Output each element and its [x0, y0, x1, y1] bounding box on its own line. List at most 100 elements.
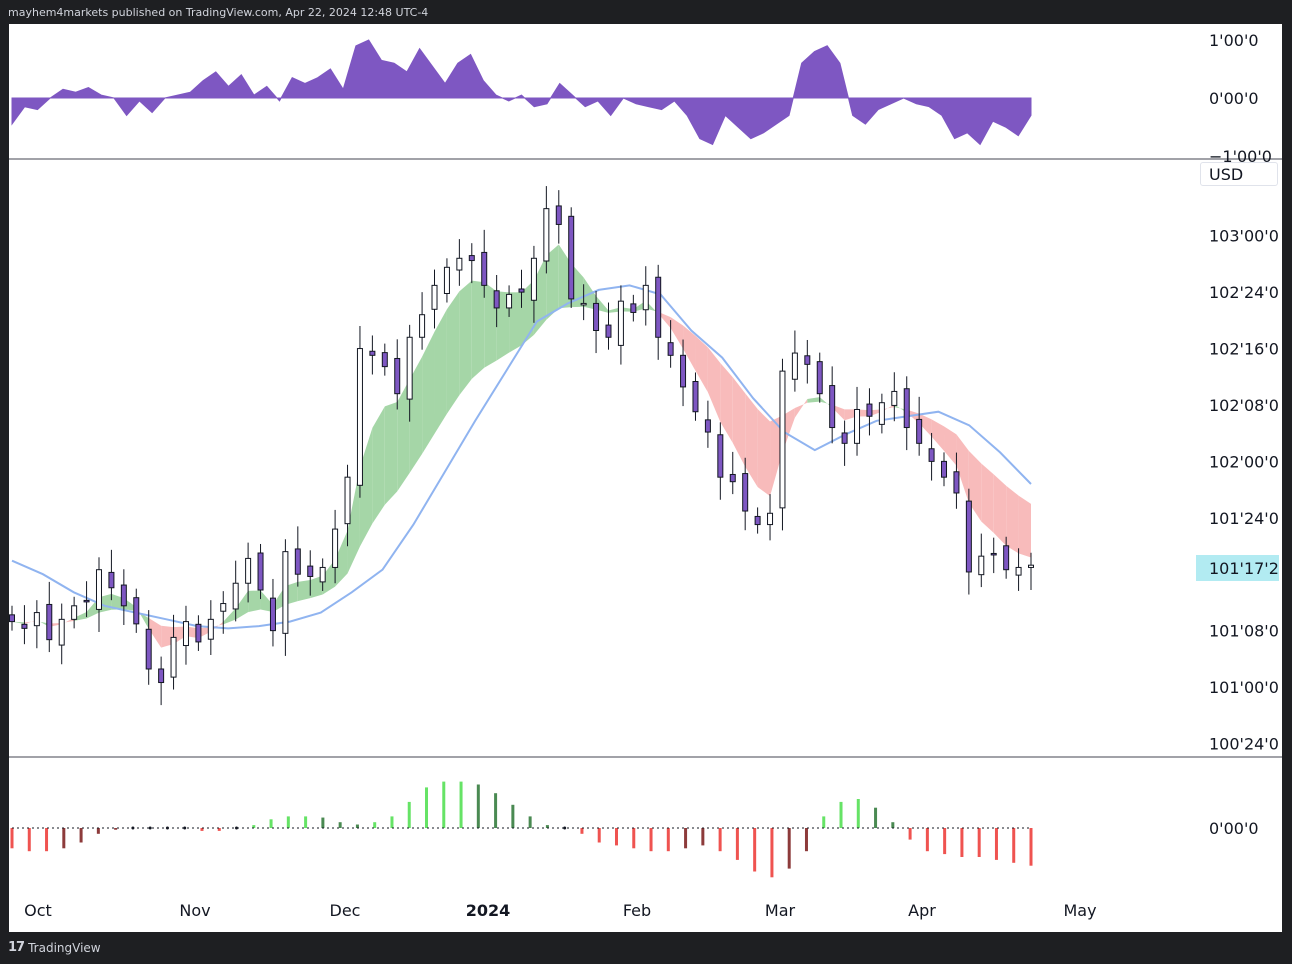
ribbon-segment [285, 581, 298, 605]
histogram-bar [874, 807, 878, 828]
candle-body [779, 370, 786, 509]
publish-header: mayhem4markets published on TradingView.… [8, 6, 429, 19]
ribbon-segment [484, 282, 497, 368]
ribbon-segment [720, 362, 733, 443]
histogram-bar [994, 828, 998, 860]
histogram-bar [804, 828, 808, 852]
candle-body [133, 597, 140, 625]
candle-body [580, 302, 587, 306]
price-axis-tick: 102'24'0 [1209, 283, 1279, 302]
candle-body [1015, 566, 1022, 576]
ribbon-segment [248, 590, 261, 613]
ribbon-segment [148, 617, 162, 648]
histogram-bar [62, 828, 66, 849]
time-axis-label: 2024 [466, 901, 511, 920]
histogram-bar [684, 828, 688, 849]
histogram-dot [235, 826, 239, 830]
candle-body [269, 597, 276, 632]
histogram-bar [735, 828, 739, 860]
chart-frame [9, 24, 1282, 932]
histogram-bar [338, 822, 342, 828]
ribbon-segment [981, 463, 994, 533]
histogram-bar [321, 817, 325, 828]
histogram-bar [217, 828, 221, 831]
candle-body [120, 584, 127, 607]
ribbon-segment [111, 593, 124, 610]
tradingview-footer[interactable]: 17 TradingView [8, 940, 101, 955]
price-axis-tick: 101'00'0 [1209, 678, 1279, 697]
time-axis-label: Oct [24, 901, 52, 920]
histogram-bar [666, 828, 670, 852]
ribbon-segment [832, 404, 845, 421]
candle-body [829, 385, 836, 429]
price-axis-tick: 100'24'0 [1209, 734, 1279, 753]
candle-body [220, 603, 227, 612]
ribbon-segment [571, 263, 584, 308]
time-axis-label: May [1063, 901, 1096, 920]
ribbon-segment [757, 409, 771, 497]
candle-body [257, 552, 264, 591]
candle-body [394, 357, 401, 395]
ribbon-segment [359, 427, 373, 547]
candle-body [655, 276, 662, 338]
ribbon-segment [198, 627, 211, 639]
price-axis-tick: 101'24'0 [1209, 509, 1279, 528]
candle-body [791, 352, 798, 380]
histogram-bar [528, 816, 532, 828]
candle-body [245, 557, 252, 584]
histogram-bar [1029, 828, 1033, 866]
osc-axis-tick: 1'00'0 [1209, 31, 1259, 50]
ribbon-segment [459, 280, 472, 396]
candle-body [729, 473, 736, 483]
candle-body [568, 215, 575, 300]
ribbon-segment [968, 450, 982, 522]
candle-body [717, 434, 724, 478]
ribbon-segment [272, 586, 286, 613]
histogram-bar [476, 784, 480, 828]
candle-body [1003, 545, 1010, 571]
candle-body [530, 257, 537, 301]
histogram-bar [355, 824, 359, 828]
candle-body [319, 566, 326, 583]
histogram-bar [390, 816, 394, 828]
candle-body [990, 552, 997, 556]
ribbon-segment [335, 530, 348, 587]
ribbon-segment [235, 590, 249, 620]
candle-body [158, 668, 165, 684]
candle-body [804, 355, 811, 365]
ribbon-segment [993, 474, 1007, 546]
ribbon-segment [422, 331, 435, 454]
ribbon-segment [707, 347, 721, 422]
ribbon-segment [633, 300, 646, 312]
histogram-dot [148, 826, 152, 830]
candle-body [419, 314, 426, 338]
candle-body [71, 605, 78, 620]
candle-body [58, 618, 65, 646]
histogram-bar [614, 828, 618, 846]
histogram-bar [96, 828, 100, 834]
candle-body [232, 582, 239, 610]
ribbon-segment [558, 244, 572, 309]
ribbon-segment [881, 404, 895, 412]
ribbon-segment [347, 466, 360, 574]
ribbon-segment [173, 626, 186, 645]
histogram-bar [373, 822, 377, 828]
histogram-bar [286, 816, 290, 828]
histogram-bar [79, 828, 83, 843]
histogram-bar [925, 828, 929, 852]
histogram-bar [718, 828, 722, 852]
ribbon-segment [24, 619, 37, 624]
candle-body [307, 565, 314, 577]
candle-body [704, 419, 711, 433]
candle-body [493, 290, 500, 309]
histogram-bar [822, 816, 826, 828]
histogram-dot [183, 826, 187, 830]
ribbon-segment [521, 280, 534, 346]
price-axis-tick: 103'00'0 [1209, 227, 1279, 246]
candle-body [941, 460, 948, 478]
ribbon-segment [223, 608, 236, 625]
candle-body [46, 603, 53, 641]
ribbon-segment [98, 593, 112, 613]
candle-body [9, 614, 15, 623]
